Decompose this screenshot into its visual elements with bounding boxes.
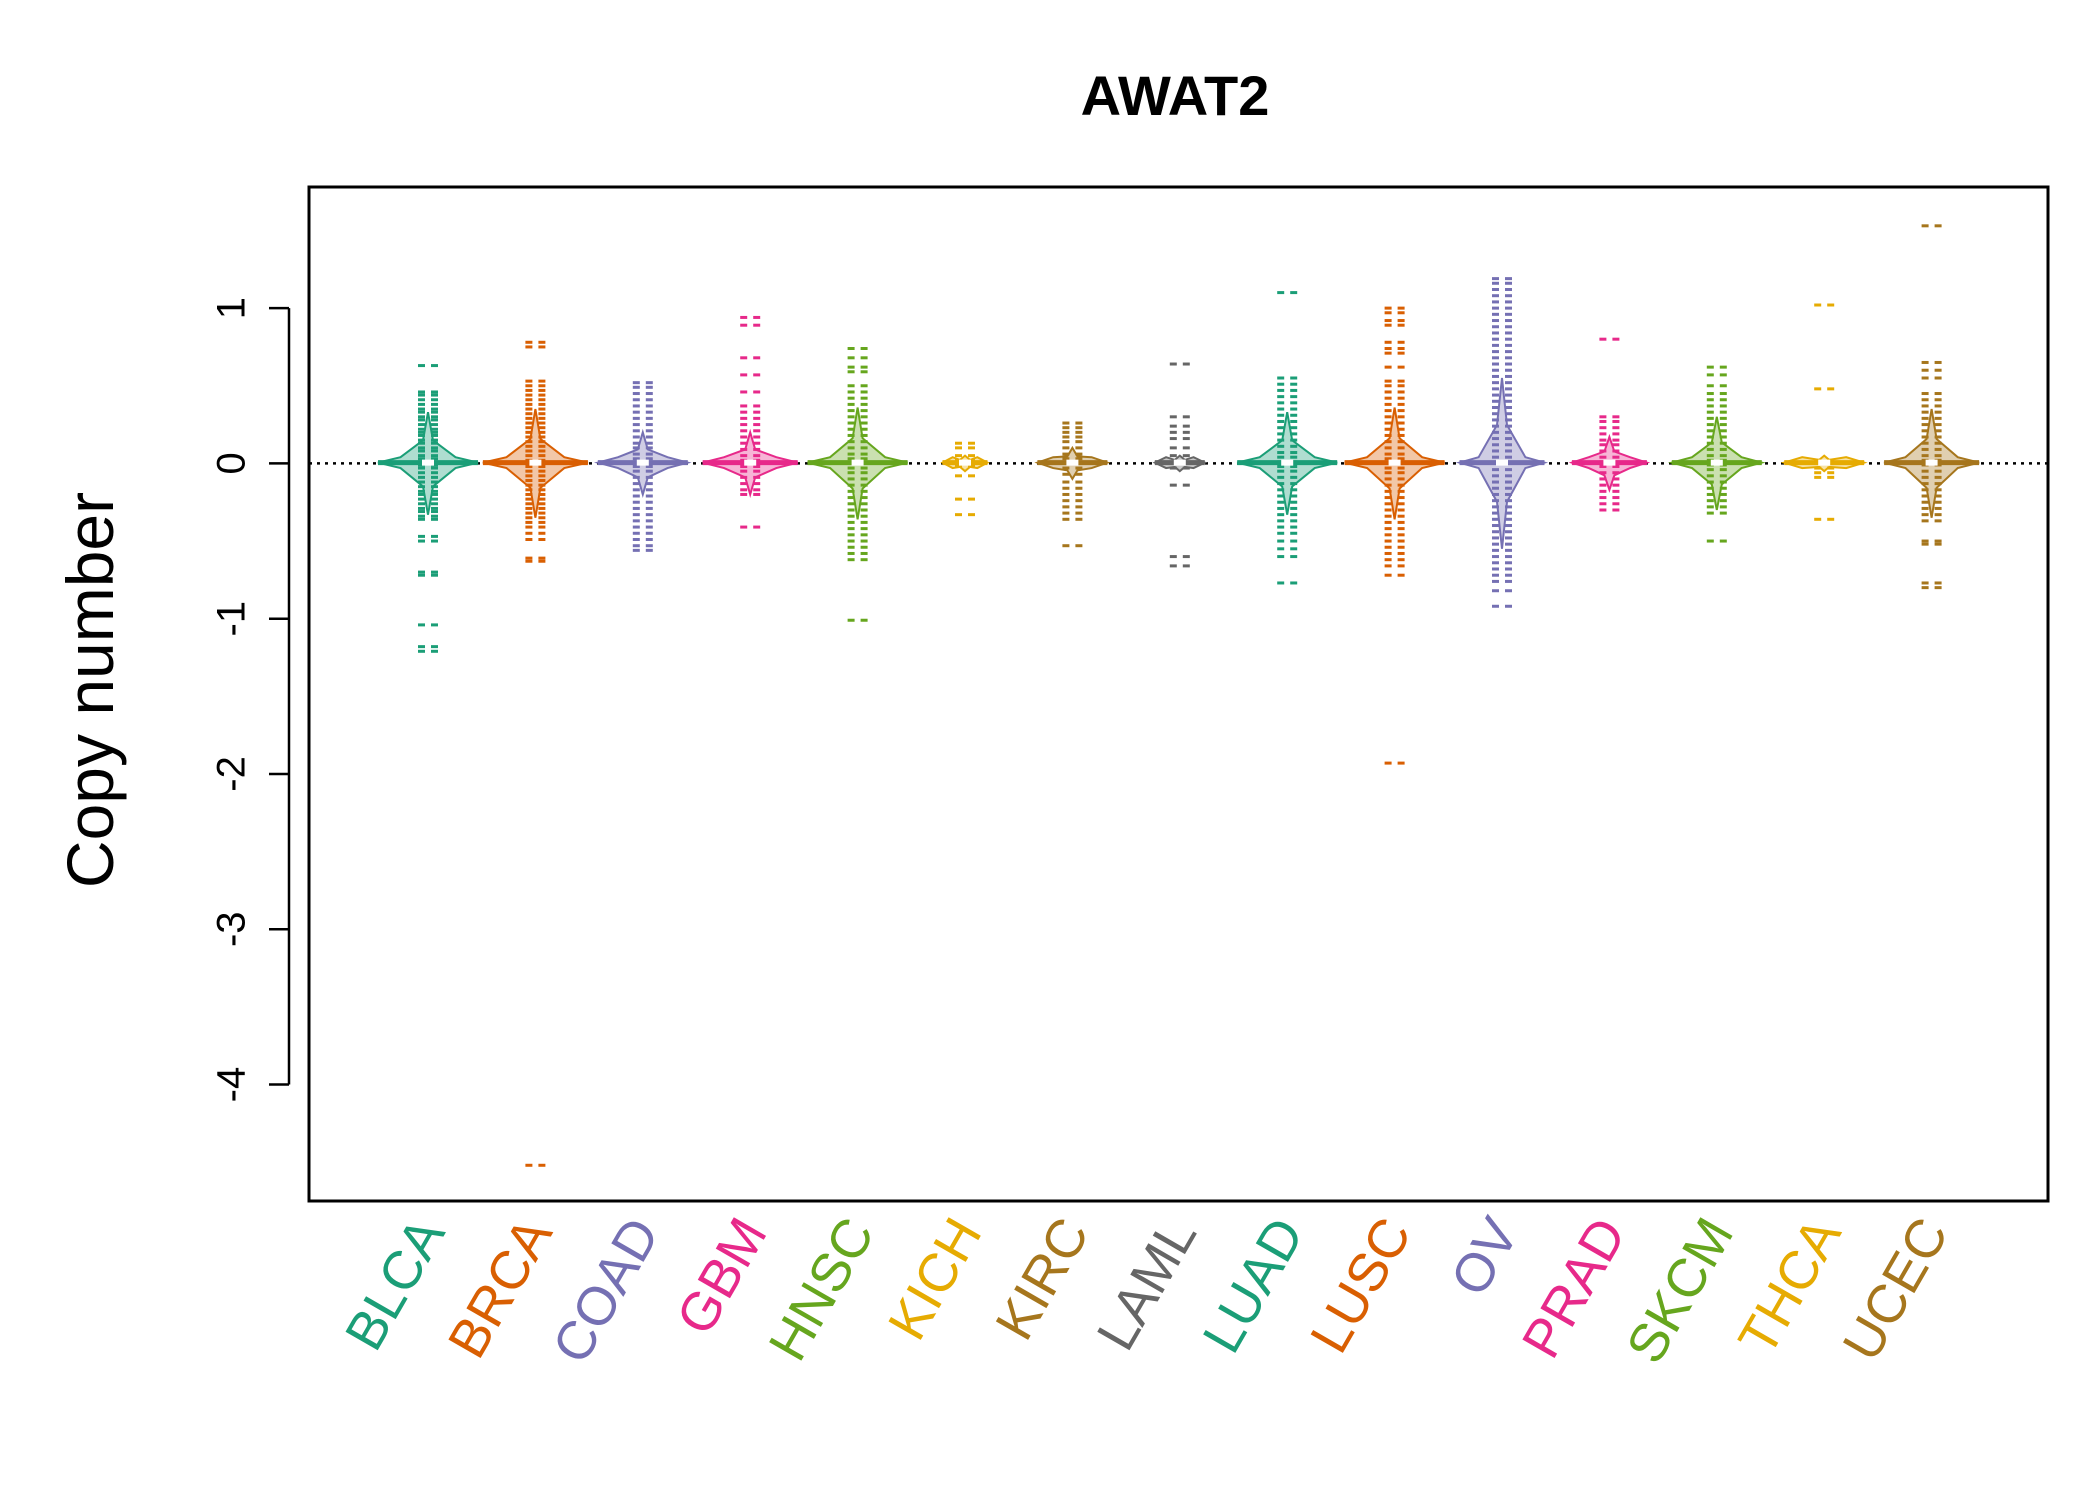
plot-area (309, 224, 2048, 1167)
y-tick-label: -3 (210, 911, 254, 947)
category-label-ov: OV (1439, 1208, 1530, 1306)
y-tick-label: 1 (210, 297, 254, 319)
bean-lusc (1344, 306, 1445, 765)
y-tick-label: 0 (210, 452, 254, 474)
bean-skcm (1667, 365, 1766, 543)
y-axis: 1 0 -1 -2 -3 -4 (210, 297, 291, 1103)
category-label-lusc: LUSC (1299, 1208, 1423, 1363)
bean-kirc (1034, 421, 1111, 548)
bean-ucec (1883, 224, 1980, 590)
bean-gbm (702, 315, 798, 529)
bean-luad (1236, 291, 1338, 585)
category-label-ucec: UCEC (1832, 1208, 1960, 1371)
chart-title: AWAT2 (1081, 64, 1270, 127)
y-tick-label: -1 (210, 601, 254, 637)
y-tick-label: -4 (210, 1067, 254, 1103)
category-label-laml: LAML (1086, 1208, 1209, 1360)
category-label-kirc: KIRC (984, 1208, 1100, 1350)
category-label-coad: COAD (541, 1208, 671, 1373)
bean-hnsc (807, 346, 908, 622)
bean-blca (377, 364, 479, 653)
bean-brca (482, 340, 589, 1167)
bean-coad (593, 381, 692, 552)
category-label-luad: LUAD (1192, 1208, 1316, 1363)
y-tick-label: -2 (210, 756, 254, 792)
bean-laml (1152, 362, 1208, 568)
bean-thca (1780, 303, 1868, 521)
category-label-hnsc: HNSC (758, 1208, 886, 1371)
category-label-skcm: SKCM (1615, 1208, 1745, 1373)
bean-kich (940, 441, 990, 517)
bean-ov (1455, 277, 1549, 608)
category-label-gbm: GBM (665, 1208, 778, 1345)
plot-frame (307, 185, 2050, 1203)
bean-prad (1568, 337, 1651, 512)
category-label-kich: KICH (877, 1208, 993, 1350)
y-axis-label: Copy number (53, 492, 127, 888)
